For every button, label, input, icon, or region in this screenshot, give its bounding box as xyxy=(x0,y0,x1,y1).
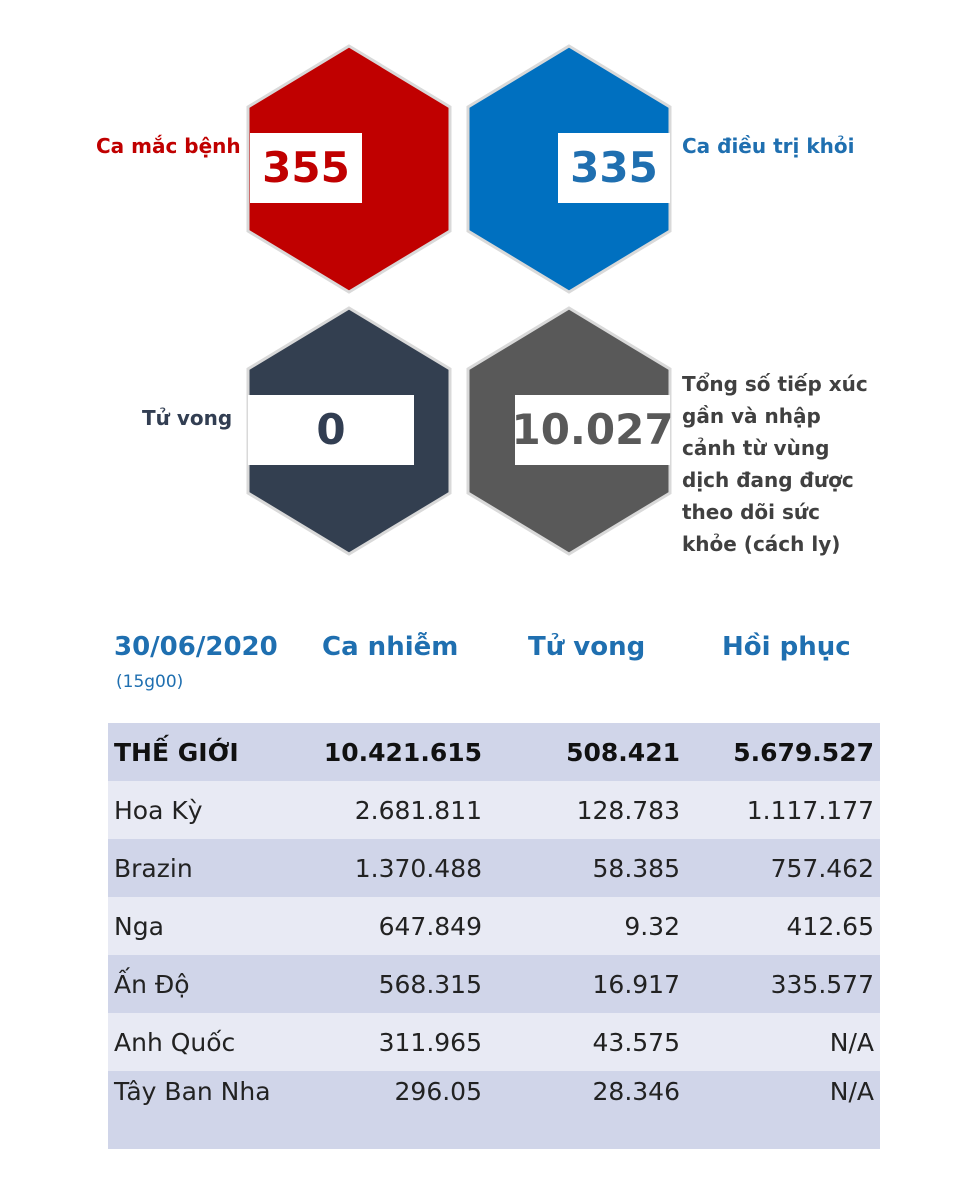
country-name: Hoa Kỳ xyxy=(108,781,282,839)
monitoring-label-line: gần và nhập xyxy=(682,404,821,428)
deaths-cell: 128.783 xyxy=(488,781,686,839)
cases-cell: 1.370.488 xyxy=(282,839,488,897)
country-table: THẾ GIỚI 10.421.615 508.421 5.679.527 Ho… xyxy=(108,723,880,1149)
country-name: Anh Quốc xyxy=(108,1013,282,1071)
monitoring-label-line: cảnh từ vùng xyxy=(682,436,830,460)
monitoring-label-line: khỏe (cách ly) xyxy=(682,532,841,556)
monitoring-label: Tổng số tiếp xúc gần và nhập cảnh từ vùn… xyxy=(682,368,882,560)
deaths-cell: 28.346 xyxy=(488,1071,686,1149)
table-row: Nga 647.849 9.32 412.65 xyxy=(108,897,880,955)
recovered-value: 335 xyxy=(558,133,670,203)
header-deaths: Tử vong xyxy=(528,632,646,662)
deaths-cell: 9.32 xyxy=(488,897,686,955)
table-time: (15g00) xyxy=(116,672,184,692)
table-row: Ấn Độ 568.315 16.917 335.577 xyxy=(108,955,880,1013)
deaths-cell: 43.575 xyxy=(488,1013,686,1071)
monitoring-label-line: theo dõi sức xyxy=(682,500,820,524)
deaths-cell: 58.385 xyxy=(488,839,686,897)
cases-cell: 296.05 xyxy=(282,1071,488,1149)
deaths-label: Tử vong xyxy=(142,406,233,430)
table-row: Tây Ban Nha 296.05 28.346 N/A xyxy=(108,1071,880,1149)
recovered-cell: 1.117.177 xyxy=(686,781,880,839)
country-name: Tây Ban Nha xyxy=(108,1071,282,1149)
deaths-value: 0 xyxy=(248,395,414,465)
header-recovered: Hồi phục xyxy=(722,632,851,662)
cases-cell: 568.315 xyxy=(282,955,488,1013)
table-row: Anh Quốc 311.965 43.575 N/A xyxy=(108,1013,880,1071)
cases-cell: 311.965 xyxy=(282,1013,488,1071)
table-row: Hoa Kỳ 2.681.811 128.783 1.117.177 xyxy=(108,781,880,839)
deaths-cell: 16.917 xyxy=(488,955,686,1013)
recovered-cell: 757.462 xyxy=(686,839,880,897)
recovered-cell: 335.577 xyxy=(686,955,880,1013)
recovered-cell: N/A xyxy=(686,1071,880,1149)
deaths-cell: 508.421 xyxy=(488,723,686,781)
table-row-world: THẾ GIỚI 10.421.615 508.421 5.679.527 xyxy=(108,723,880,781)
cases-value: 355 xyxy=(250,133,362,203)
recovered-label: Ca điều trị khỏi xyxy=(682,134,855,158)
country-name: Brazin xyxy=(108,839,282,897)
cases-label: Ca mắc bệnh xyxy=(96,134,241,158)
country-name: Nga xyxy=(108,897,282,955)
monitoring-label-line: Tổng số tiếp xúc xyxy=(682,372,868,396)
recovered-cell: N/A xyxy=(686,1013,880,1071)
monitoring-label-line: dịch đang được xyxy=(682,468,854,492)
table-row: Brazin 1.370.488 58.385 757.462 xyxy=(108,839,880,897)
cases-cell: 2.681.811 xyxy=(282,781,488,839)
cases-cell: 647.849 xyxy=(282,897,488,955)
country-name: Ấn Độ xyxy=(108,955,282,1013)
table-date: 30/06/2020 xyxy=(114,632,278,662)
country-name: THẾ GIỚI xyxy=(108,723,282,781)
cases-cell: 10.421.615 xyxy=(282,723,488,781)
monitoring-value: 10.027 xyxy=(511,395,674,465)
recovered-cell: 412.65 xyxy=(686,897,880,955)
recovered-cell: 5.679.527 xyxy=(686,723,880,781)
header-cases: Ca nhiễm xyxy=(322,632,459,662)
